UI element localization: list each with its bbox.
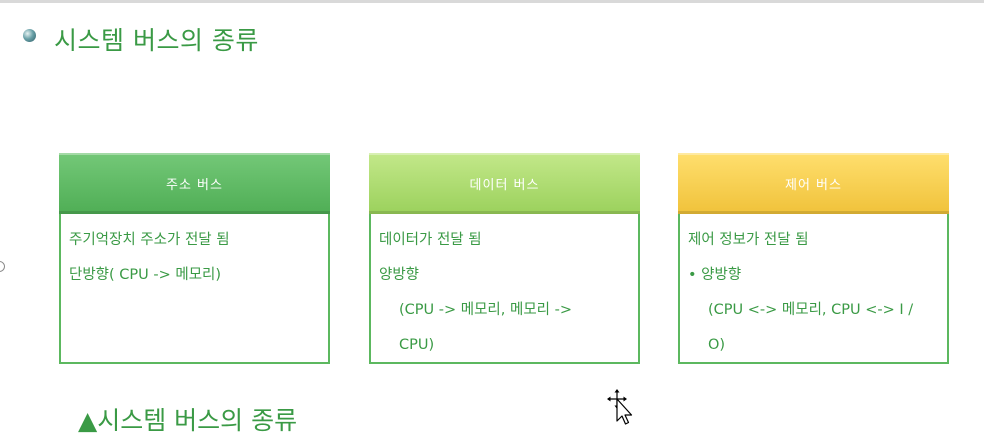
control-bus-box: 제어 버스 제어 정보가 전달 됨 • 양방향 (CPU <-> 메모리, CP… [678, 153, 949, 364]
move-cursor-icon [607, 389, 633, 425]
top-border-line [0, 0, 984, 3]
control-bus-line: (CPU <-> 메모리, CPU <-> I / [708, 302, 914, 318]
data-bus-line: (CPU -> 메모리, 메모리 -> [399, 302, 572, 318]
address-bus-line: 단방향( CPU -> 메모리) [69, 267, 222, 283]
control-bus-line: • 양방향 [688, 267, 742, 283]
data-bus-line: 데이터가 전달 됨 [379, 232, 482, 248]
data-bus-line: 양방향 [379, 267, 420, 283]
control-bus-title: 제어 버스 [678, 153, 949, 214]
control-bus-content: 제어 정보가 전달 됨 • 양방향 (CPU <-> 메모리, CPU <-> … [688, 223, 941, 363]
data-bus-box: 데이터 버스 데이터가 전달 됨 양방향 (CPU -> 메모리, 메모리 ->… [369, 153, 640, 364]
data-bus-content: 데이터가 전달 됨 양방향 (CPU -> 메모리, 메모리 -> CPU) [379, 223, 632, 363]
control-bus-line: O) [708, 337, 726, 353]
address-bus-title: 주소 버스 [59, 153, 330, 214]
address-bus-content: 주기억장치 주소가 전달 됨 단방향( CPU -> 메모리) [69, 223, 322, 293]
address-bus-line: 주기억장치 주소가 전달 됨 [69, 232, 230, 248]
data-bus-line: CPU) [399, 337, 435, 353]
address-bus-box: 주소 버스 주기억장치 주소가 전달 됨 단방향( CPU -> 메모리) [59, 153, 330, 364]
control-bus-line: 제어 정보가 전달 됨 [688, 232, 809, 248]
slide-edge-handle[interactable] [0, 261, 5, 272]
bullet-icon [23, 29, 36, 42]
slide-heading: 시스템 버스의 종류 [54, 26, 259, 55]
data-bus-title: 데이터 버스 [369, 153, 640, 214]
figure-caption: ▲시스템 버스의 종류 [78, 406, 298, 435]
